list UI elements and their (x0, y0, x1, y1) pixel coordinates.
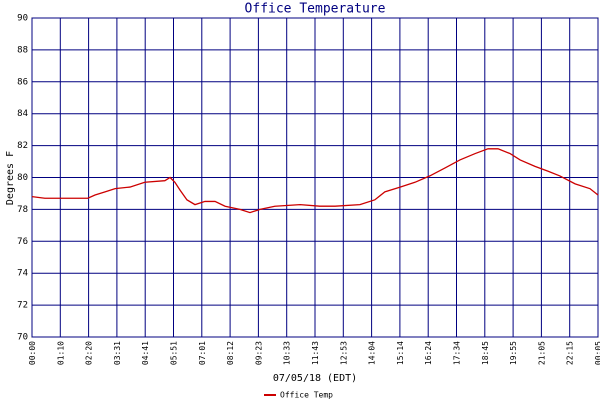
x-tick-label: 16:24 (424, 341, 433, 365)
x-tick-label: 12:53 (339, 341, 348, 365)
y-tick-label: 72 (17, 301, 28, 311)
x-tick-label: 15:14 (396, 341, 405, 365)
x-tick-label: 21:05 (537, 341, 546, 365)
y-axis-label: Degrees F (5, 151, 16, 205)
x-tick-label: 05:51 (170, 341, 179, 365)
y-tick-label: 88 (17, 45, 28, 55)
x-tick-label: 19:55 (509, 341, 518, 365)
y-tick-label: 78 (17, 205, 28, 215)
x-tick-label: 00:00 (28, 341, 37, 365)
x-tick-label: 10:33 (283, 341, 292, 365)
x-tick-label: 03:31 (113, 341, 122, 365)
y-tick-label: 70 (17, 333, 28, 343)
x-tick-label: 01:10 (56, 341, 65, 365)
x-tick-label: 02:20 (85, 341, 94, 365)
x-tick-label: 11:43 (311, 341, 320, 365)
x-axis-label: 07/05/18 (EDT) (273, 373, 357, 384)
x-tick-label: 18:45 (481, 341, 490, 365)
x-tick-label: 08:12 (226, 341, 235, 365)
x-tick-label: 09:23 (254, 341, 263, 365)
x-tick-label: 22:15 (566, 341, 575, 365)
y-tick-label: 86 (17, 77, 28, 87)
x-tick-label: 00:05 (594, 341, 600, 365)
x-tick-label: 17:34 (453, 341, 462, 365)
y-tick-label: 84 (17, 109, 28, 119)
x-tick-label: 07:01 (198, 341, 207, 365)
x-tick-label: 04:41 (141, 341, 150, 365)
y-tick-label: 82 (17, 141, 28, 151)
chart-title: Office Temperature (245, 2, 386, 17)
legend-label: Office Temp (280, 391, 333, 400)
data-line (31, 148, 599, 214)
x-tick-label: 14:04 (368, 341, 377, 365)
y-tick-label: 74 (17, 269, 28, 279)
y-tick-label: 90 (17, 14, 28, 24)
y-tick-label: 80 (17, 173, 28, 183)
y-tick-label: 76 (17, 237, 28, 247)
